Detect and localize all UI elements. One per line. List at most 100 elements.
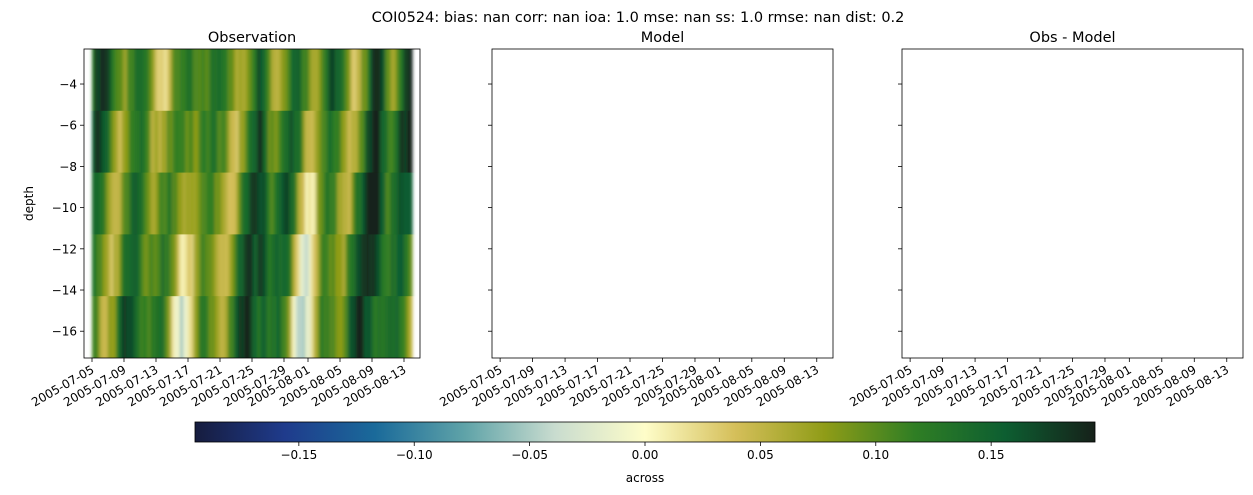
- heatmap-cell: [153, 110, 157, 173]
- heatmap-cell: [230, 110, 234, 173]
- heatmap-cell: [164, 110, 168, 173]
- heatmap-cell: [172, 49, 176, 112]
- heatmap-cell: [132, 172, 136, 235]
- heatmap-cell: [158, 296, 162, 358]
- heatmap-cell: [116, 110, 120, 173]
- heatmap-cell: [233, 49, 237, 112]
- heatmap-cell: [337, 296, 341, 358]
- heatmap-cell: [156, 172, 160, 235]
- heatmap-cell: [116, 234, 120, 297]
- heatmap-cell: [273, 296, 277, 358]
- heatmap-cell: [300, 49, 304, 112]
- heatmap-cell: [222, 172, 226, 235]
- heatmap-cell: [305, 234, 309, 297]
- heatmap-cell: [108, 49, 112, 112]
- heatmap-cell: [273, 110, 277, 173]
- heatmap-cell: [185, 172, 189, 235]
- heatmap-cell: [286, 172, 290, 235]
- heatmap-cell: [374, 234, 378, 297]
- heatmap-cell: [396, 172, 400, 235]
- heatmap-cell: [385, 49, 389, 112]
- heatmap-cell: [342, 49, 346, 112]
- heatmap-cell: [345, 49, 349, 112]
- heatmap-cell: [364, 49, 368, 112]
- heatmap-cell: [156, 296, 160, 358]
- colorbar: −0.15 −0.10 −0.05 0.00 0.05 0.10 0.15 across: [194, 421, 1096, 485]
- heatmap-cell: [204, 110, 208, 173]
- heatmap-cell: [316, 110, 320, 173]
- heatmap-cell: [124, 49, 128, 112]
- heatmap-cell: [145, 234, 149, 297]
- heatmap-cell: [150, 234, 154, 297]
- heatmap-cell: [380, 234, 384, 297]
- heatmap-cell: [364, 296, 368, 358]
- heatmap-cell: [196, 49, 200, 112]
- heatmap-cell: [254, 49, 258, 112]
- heatmap-cell: [97, 172, 101, 235]
- heatmap-cell: [302, 172, 306, 235]
- heatmap-cell: [342, 172, 346, 235]
- heatmap-cell: [265, 172, 269, 235]
- heatmap-cell: [217, 49, 221, 112]
- heatmap-cell: [369, 234, 373, 297]
- heatmap-cell: [222, 49, 226, 112]
- heatmap-cell: [118, 296, 122, 358]
- heatmap-cell: [217, 110, 221, 173]
- heatmap-cell: [369, 110, 373, 173]
- heatmap-cell: [150, 110, 154, 173]
- heatmap-cell: [230, 234, 234, 297]
- heatmap-cell: [94, 172, 98, 235]
- heatmap-cell: [361, 172, 365, 235]
- heatmap-cell: [326, 49, 330, 112]
- heatmap-cell: [337, 110, 341, 173]
- heatmap-cell: [100, 172, 104, 235]
- panel-title: Obs - Model: [1029, 30, 1115, 46]
- heatmap-cell: [406, 172, 410, 235]
- heatmap-cell: [305, 49, 309, 112]
- heatmap-cell: [180, 172, 184, 235]
- heatmap-cell: [273, 234, 277, 297]
- heatmap-cell: [249, 49, 253, 112]
- heatmap-cell: [236, 172, 240, 235]
- heatmap-cell: [406, 296, 410, 358]
- heatmap-cell: [182, 172, 186, 235]
- heatmap-cell: [238, 110, 242, 173]
- heatmap-cell: [324, 172, 328, 235]
- heatmap-cell: [321, 110, 325, 173]
- heatmap-cell: [385, 296, 389, 358]
- heatmap-cell: [345, 296, 349, 358]
- heatmap-cell: [121, 49, 125, 112]
- heatmap-cell: [140, 110, 144, 173]
- heatmap-cell: [220, 172, 224, 235]
- heatmap-cell: [393, 49, 397, 112]
- heatmap-cell: [286, 49, 290, 112]
- heatmap-cell: [161, 110, 165, 173]
- heatmap-cell: [262, 234, 266, 297]
- heatmap-cell: [369, 296, 373, 358]
- heatmap-cell: [398, 172, 402, 235]
- heatmap-cell: [169, 172, 173, 235]
- heatmap-cell: [353, 172, 357, 235]
- heatmap-cell: [196, 234, 200, 297]
- heatmap-cell: [350, 110, 354, 173]
- heatmap-cell: [97, 234, 101, 297]
- heatmap-cell: [102, 110, 106, 173]
- heatmap-cell: [222, 234, 226, 297]
- heatmap-cell: [340, 110, 344, 173]
- heatmap-cell: [156, 49, 160, 112]
- heatmap-cell: [148, 110, 152, 173]
- heatmap-cell: [300, 296, 304, 358]
- heatmap-cell: [364, 234, 368, 297]
- heatmap-cell: [193, 296, 197, 358]
- heatmap-cell: [358, 296, 362, 358]
- heatmap-cell: [361, 234, 365, 297]
- heatmap-cell: [134, 110, 138, 173]
- heatmap-cell: [348, 110, 352, 173]
- heatmap-cell: [369, 172, 373, 235]
- heatmap-cell: [100, 234, 104, 297]
- heatmap-cell: [270, 110, 274, 173]
- heatmap-cell: [228, 296, 232, 358]
- heatmap-cell: [252, 110, 256, 173]
- heatmap-cell: [113, 172, 117, 235]
